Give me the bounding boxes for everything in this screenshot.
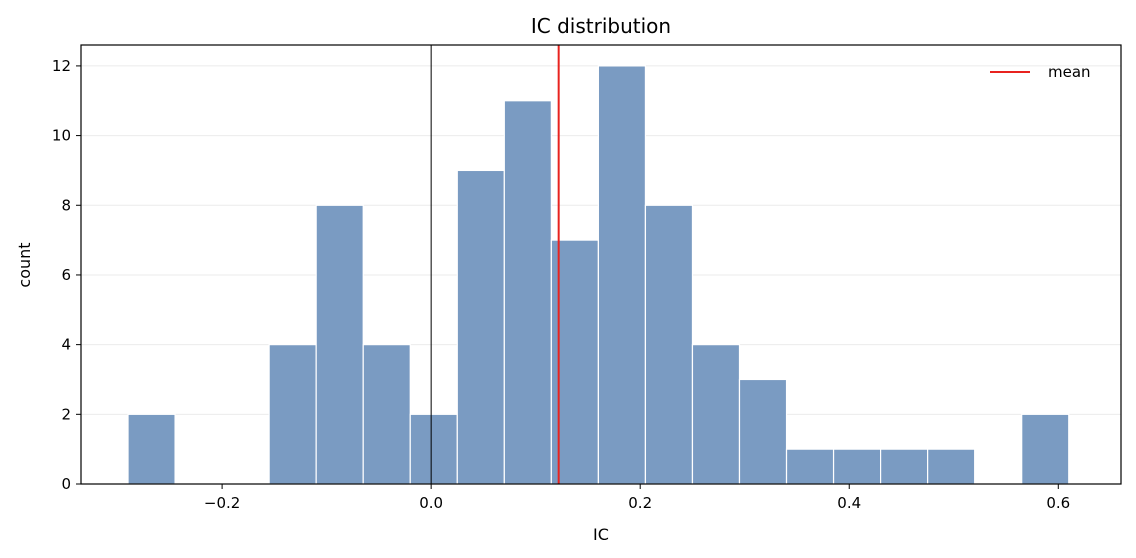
x-axis-ticks: −0.2 0.0 0.2 0.4 0.6 bbox=[204, 484, 1070, 512]
histogram-bar-4 bbox=[315, 204, 364, 485]
legend-mean-label: mean bbox=[1048, 63, 1091, 81]
y-tick-label-6: 12 bbox=[52, 57, 71, 75]
histogram-bar-17 bbox=[927, 448, 976, 485]
histogram-bar-19 bbox=[1021, 413, 1070, 485]
histogram-bar-11 bbox=[644, 204, 694, 485]
chart-title: IC distribution bbox=[531, 14, 671, 38]
histogram-bar-3 bbox=[268, 344, 317, 485]
y-tick-label-3: 6 bbox=[61, 266, 71, 284]
y-tick-label-0: 0 bbox=[61, 475, 71, 493]
histogram-bar-15 bbox=[832, 448, 882, 485]
x-axis-label: IC bbox=[593, 525, 609, 544]
histogram-bar-7 bbox=[456, 169, 505, 485]
x-tick-label-1: 0.0 bbox=[419, 494, 443, 512]
y-axis-ticks: 0 2 4 6 8 10 12 bbox=[52, 57, 81, 493]
histogram-bar-10 bbox=[597, 65, 647, 485]
legend: mean bbox=[990, 63, 1091, 81]
plot-area-frame bbox=[80, 44, 1122, 485]
histogram-bar-12 bbox=[691, 344, 741, 485]
histogram-bar-6 bbox=[409, 413, 458, 485]
x-tick-label-0: −0.2 bbox=[204, 494, 240, 512]
histogram-bar-13 bbox=[738, 378, 788, 485]
histogram-bars bbox=[127, 65, 1070, 485]
y-tick-label-1: 2 bbox=[61, 405, 71, 423]
histogram-bar-0 bbox=[127, 413, 176, 485]
y-tick-label-5: 10 bbox=[52, 127, 71, 145]
histogram-bar-5 bbox=[362, 344, 411, 485]
y-tick-label-4: 8 bbox=[61, 196, 71, 214]
x-tick-label-4: 0.6 bbox=[1046, 494, 1070, 512]
histogram-bar-8 bbox=[503, 100, 552, 485]
x-tick-label-3: 0.4 bbox=[837, 494, 861, 512]
x-tick-label-2: 0.2 bbox=[628, 494, 652, 512]
histogram-bar-14 bbox=[785, 448, 835, 485]
y-tick-label-2: 4 bbox=[61, 336, 71, 354]
histogram-bar-16 bbox=[879, 448, 929, 485]
y-axis-label: count bbox=[15, 242, 34, 287]
